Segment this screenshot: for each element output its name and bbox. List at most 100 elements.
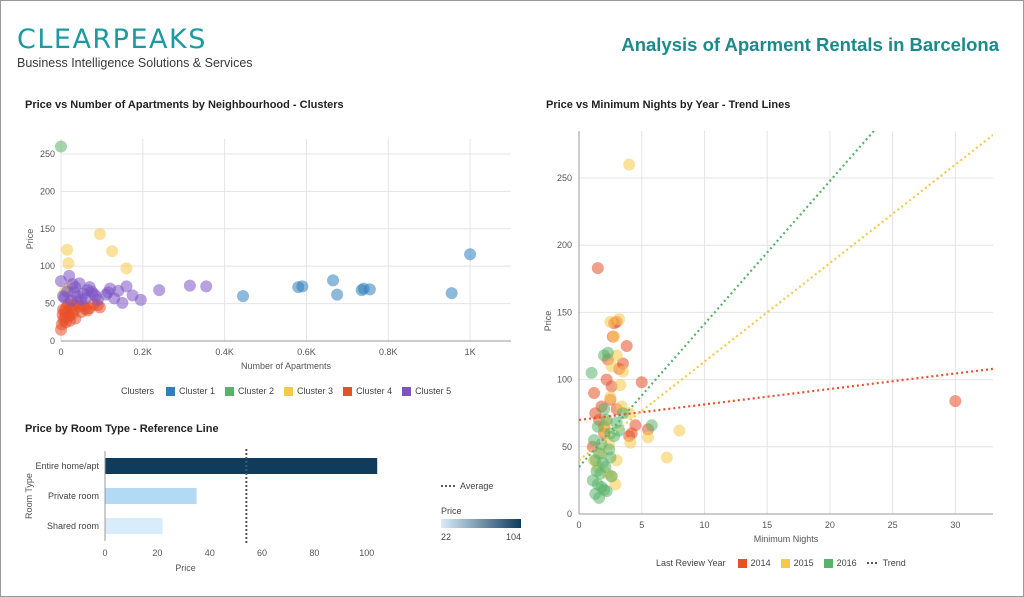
y-axis-label: Price [543, 311, 553, 332]
x-tick-label: 0 [58, 347, 63, 357]
cluster-point [134, 293, 147, 306]
year-point [616, 365, 629, 378]
y-tick-label: 100 [557, 375, 572, 385]
x-tick-label: 0 [102, 548, 107, 558]
year-point [642, 431, 654, 444]
room-type-label: Private room [48, 491, 99, 501]
cluster-legend-item[interactable]: Cluster 4 [343, 386, 392, 396]
year-point [949, 395, 962, 408]
year-legend-item[interactable]: 2016 [823, 558, 857, 568]
year-point [600, 413, 613, 426]
year-point [613, 313, 626, 326]
year-legend-item[interactable]: 2015 [780, 558, 814, 568]
cluster-point [200, 280, 213, 293]
x-tick-label: 10 [699, 520, 709, 530]
cluster-point [153, 284, 166, 297]
dotted-line-icon [441, 485, 455, 487]
room-type-chart-title: Price by Room Type - Reference Line [25, 423, 219, 435]
legend-swatch [823, 558, 833, 568]
price-legend-min: 22 [441, 532, 452, 542]
cluster-legend-item[interactable]: Cluster 3 [284, 386, 333, 396]
y-tick-label: 250 [557, 173, 572, 183]
x-axis-label: Number of Apartments [241, 361, 332, 371]
y-tick-label: 150 [557, 307, 572, 317]
x-tick-label: 100 [359, 548, 374, 558]
y-tick-label: 0 [567, 509, 572, 519]
cluster-legend-item[interactable]: Cluster 5 [402, 386, 451, 396]
legend-swatch [402, 386, 412, 396]
min-nights-scatter-chart[interactable]: 0 5 10 15 20 25 30 0 50 100 150 200 250 Minimum Night… [531, 121, 1001, 551]
room-type-label: Entire home/apt [35, 461, 99, 471]
price-legend-title: Price [441, 506, 462, 516]
year-point [629, 419, 642, 432]
clearpeaks-logo: CLEARPEAKS Business Intelligence Solutio… [17, 24, 253, 71]
year-point [605, 470, 618, 483]
room-type-bar [105, 458, 378, 474]
year-point [645, 419, 658, 432]
y-tick-label: 100 [40, 261, 55, 271]
room-type-bar [105, 518, 163, 534]
legend-swatch [780, 558, 790, 568]
cluster-point [296, 280, 309, 293]
legend-swatch [225, 386, 235, 396]
year-legend-title: Last Review Year [656, 558, 726, 568]
year-point [635, 376, 648, 389]
legend-swatch [343, 386, 353, 396]
cluster-scatter-chart[interactable]: 0 50 100 150 200 250 0 0.2K 0.4K 0.6K 0.8K 1K Number… [1, 131, 521, 381]
cluster-point [327, 274, 340, 287]
cluster-legend-title: Clusters [121, 386, 155, 396]
year-point [614, 378, 627, 391]
year-point [591, 262, 604, 275]
cluster-point [363, 283, 376, 296]
year-point [620, 340, 633, 353]
average-legend: Average [441, 481, 493, 491]
room-type-bar [105, 488, 197, 504]
room-type-label: Shared room [47, 521, 99, 531]
room-type-bar-chart[interactable]: Entire home/apt Private room Shared room 0 2… [1, 441, 421, 581]
trend-line [579, 134, 993, 462]
trend-legend-label: Trend [882, 558, 906, 568]
x-tick-label: 40 [205, 548, 215, 558]
year-point [605, 360, 618, 373]
x-tick-label: 0.4K [215, 347, 234, 357]
price-legend-max: 104 [506, 532, 522, 542]
logo-text: CLEARPEAKS [17, 24, 207, 55]
year-legend-item[interactable]: 2014 [737, 558, 771, 568]
x-tick-label: 0.6K [297, 347, 316, 357]
x-tick-label: 80 [309, 548, 319, 558]
min-nights-chart-title: Price vs Minimum Nights by Year - Trend … [546, 99, 791, 111]
year-point [593, 491, 606, 504]
year-point [605, 380, 618, 393]
cluster-point [61, 243, 74, 256]
year-point [673, 424, 686, 437]
logo-tagline: Business Intelligence Solutions & Servic… [17, 56, 253, 70]
cluster-point [93, 228, 106, 241]
price-gradient-bar [441, 519, 521, 528]
year-point [591, 420, 604, 433]
legend-label: Cluster 5 [415, 386, 452, 396]
year-point [610, 416, 623, 429]
cluster-point [445, 287, 458, 300]
cluster-point [120, 280, 133, 293]
dotted-line-icon [866, 562, 879, 564]
x-tick-label: 0.8K [379, 347, 398, 357]
trend-legend-item[interactable]: Trend [866, 558, 906, 568]
year-point [588, 387, 601, 400]
year-point [604, 391, 617, 404]
year-point [604, 451, 617, 464]
legend-label: Cluster 4 [356, 386, 393, 396]
cluster-legend-item[interactable]: Cluster 2 [225, 386, 274, 396]
y-tick-label: 200 [557, 240, 572, 250]
legend-label: Cluster 3 [297, 386, 334, 396]
y-tick-label: 50 [562, 442, 572, 452]
x-tick-label: 0.2K [134, 347, 153, 357]
cluster-point [331, 288, 344, 301]
cluster-legend-item[interactable]: Cluster 1 [166, 386, 215, 396]
x-tick-label: 60 [257, 548, 267, 558]
cluster-point [237, 290, 250, 303]
legend-label: 2014 [750, 558, 771, 568]
legend-label: 2016 [836, 558, 857, 568]
year-point [616, 407, 629, 420]
x-tick-label: 25 [888, 520, 898, 530]
